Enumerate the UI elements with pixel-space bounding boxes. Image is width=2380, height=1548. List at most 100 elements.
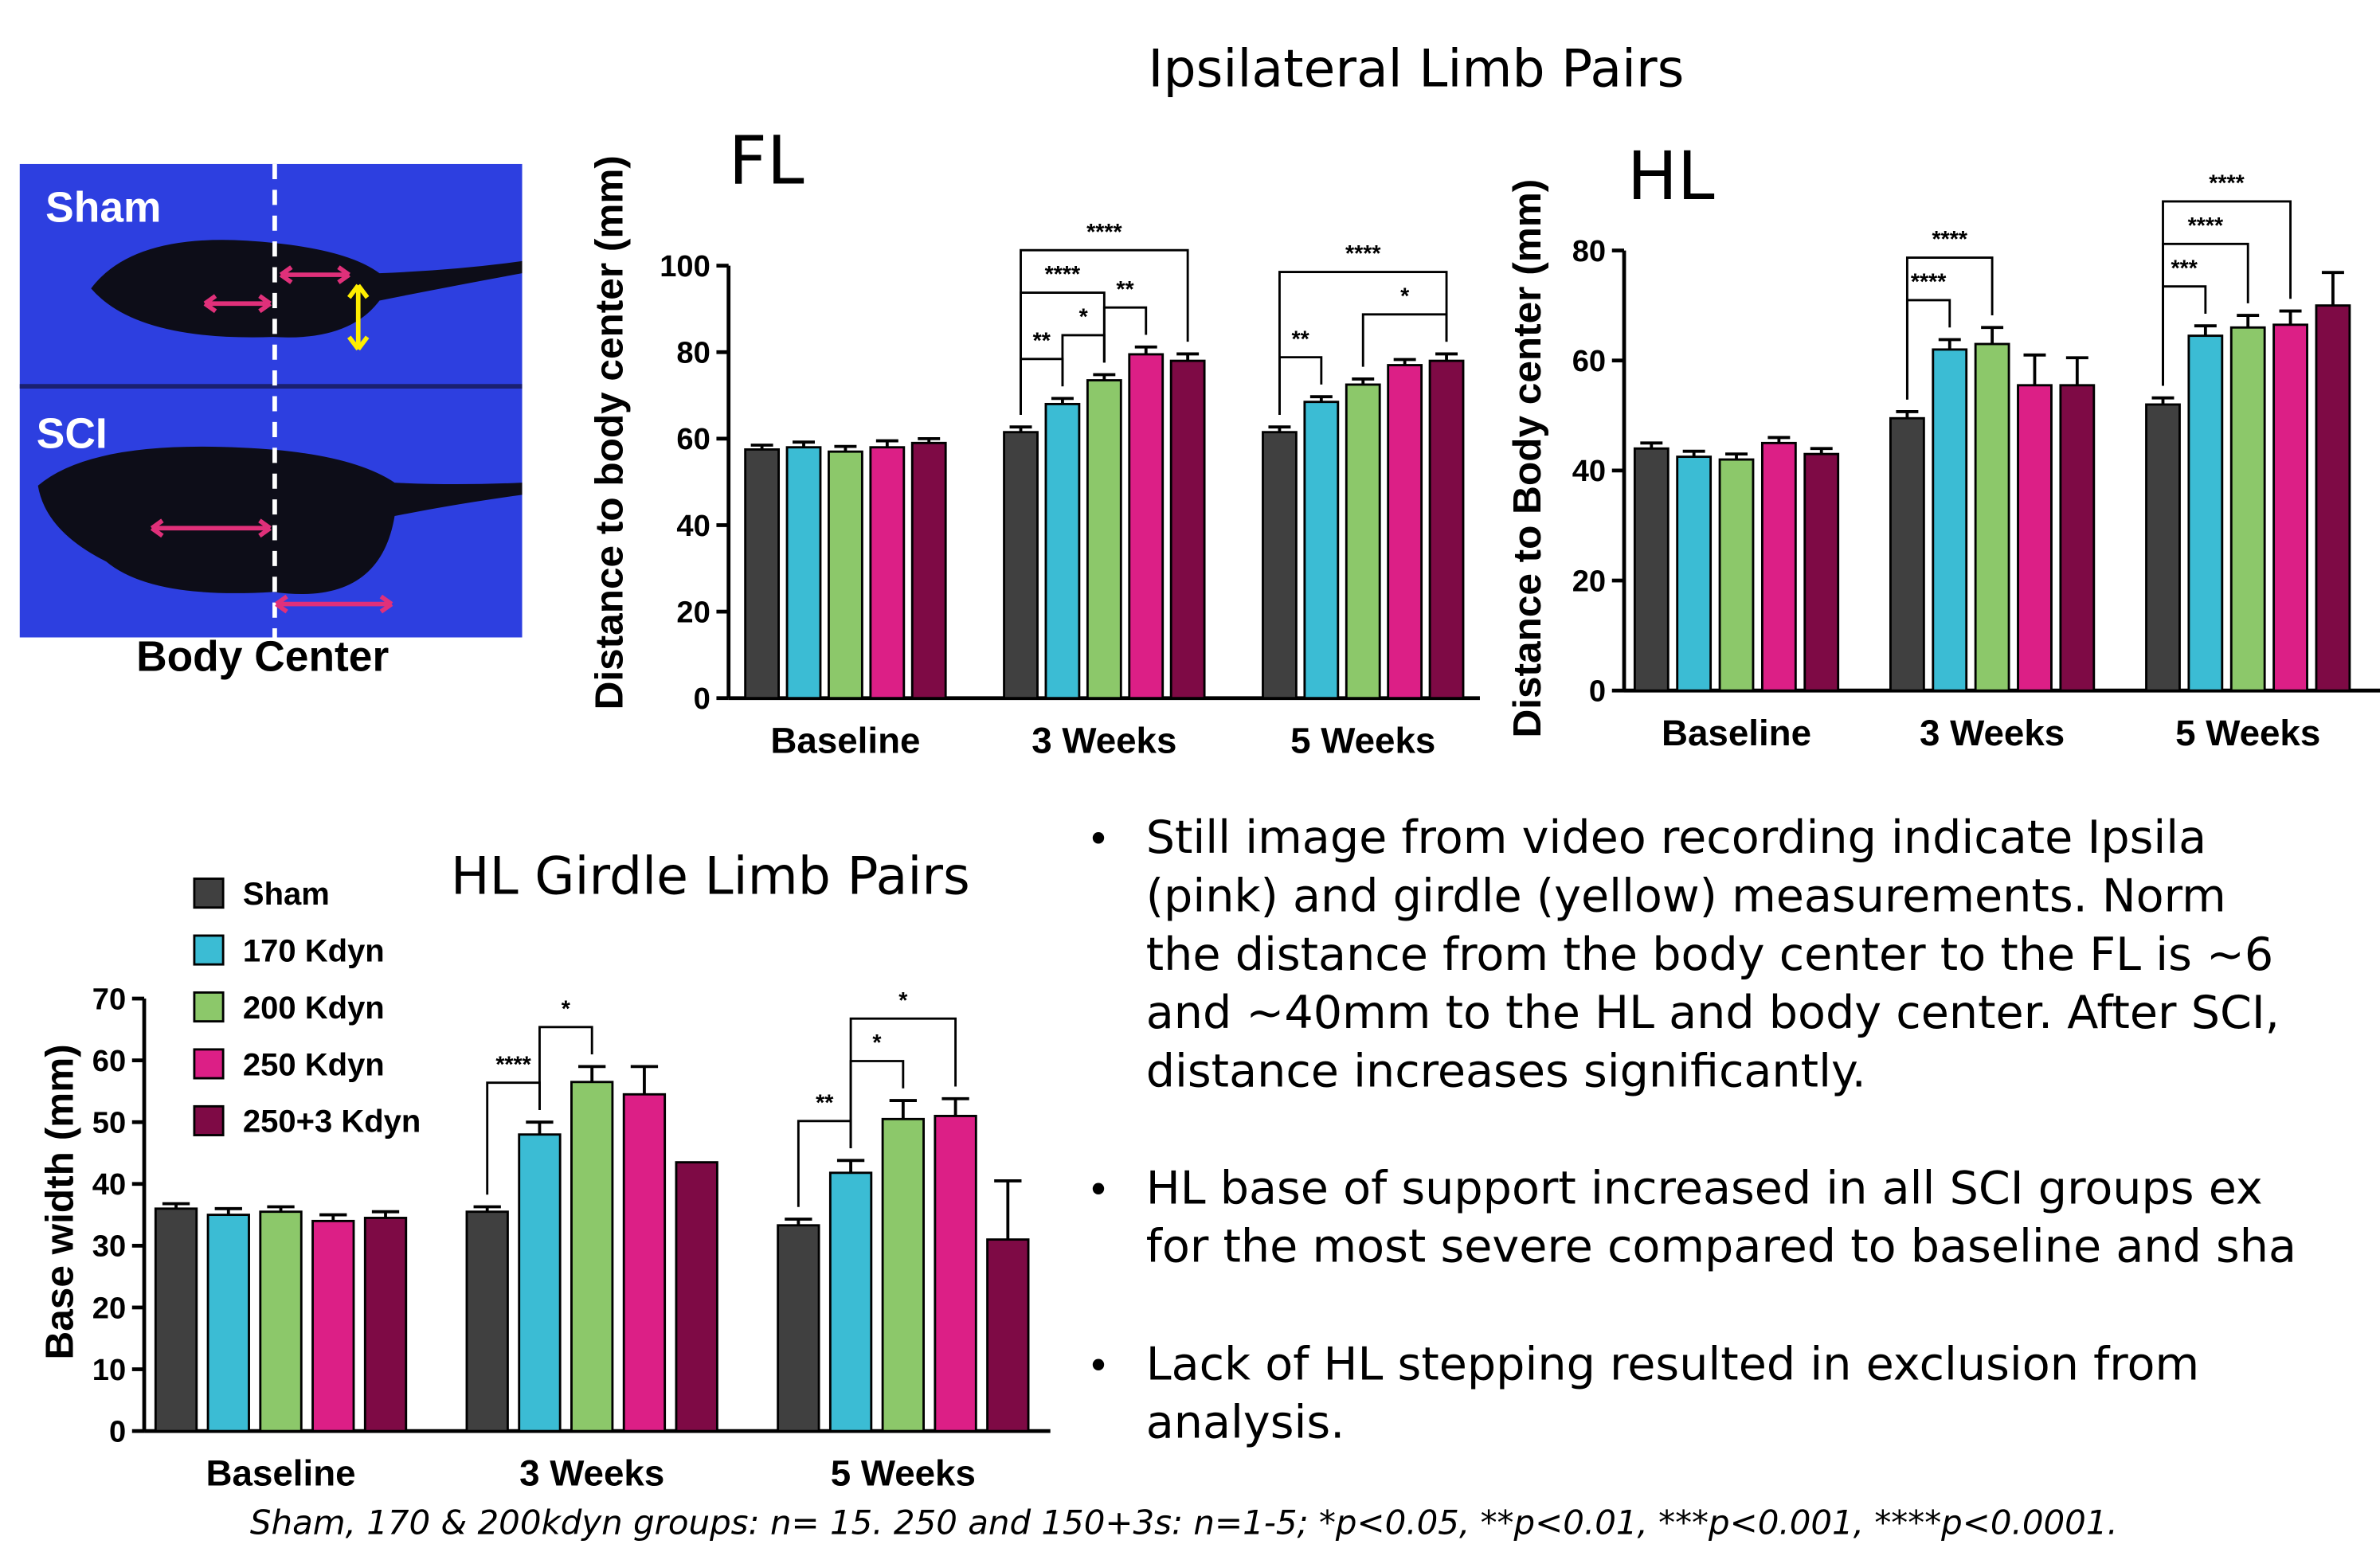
chart-title: HL xyxy=(1627,137,1715,215)
bullet-dot: • xyxy=(1086,1167,1110,1213)
y-axis-label: Base width (mm) xyxy=(37,1044,81,1359)
bar xyxy=(1975,344,2009,690)
significance-bracket xyxy=(1063,335,1104,386)
y-tick-label: 20 xyxy=(1572,565,1606,598)
photo-caption: Body Center xyxy=(136,633,389,680)
y-tick-label: 20 xyxy=(92,1292,126,1325)
bar xyxy=(828,452,862,698)
bar xyxy=(2274,325,2308,690)
bullet-text: (pink) and girdle (yellow) measurements.… xyxy=(1146,870,2226,922)
bar xyxy=(365,1218,405,1431)
error-bar xyxy=(1939,339,1961,349)
significance-label: **** xyxy=(1045,262,1081,287)
legend-label: 200 Kdyn xyxy=(243,991,385,1026)
error-bar xyxy=(2066,358,2088,385)
error-bar xyxy=(2023,355,2045,385)
error-bar xyxy=(526,1122,553,1135)
photo-label: SCI xyxy=(37,410,108,457)
error-bar xyxy=(2280,311,2302,325)
bar xyxy=(1388,366,1422,698)
x-tick-label: 3 Weeks xyxy=(1031,720,1176,760)
bar xyxy=(988,1240,1028,1432)
significance-label: ** xyxy=(816,1090,834,1116)
bullet-text: the distance from the body center to the… xyxy=(1146,928,2274,981)
x-tick-label: 5 Weeks xyxy=(831,1453,976,1494)
photo-divider xyxy=(20,384,523,389)
bar xyxy=(2061,385,2094,690)
y-tick-label: 40 xyxy=(92,1168,126,1202)
x-tick-label: Baseline xyxy=(1662,713,1811,753)
bar xyxy=(1305,402,1338,698)
bar xyxy=(208,1215,249,1432)
bar xyxy=(2231,327,2265,690)
photo: Sham SCI Body Center xyxy=(20,164,523,680)
bar xyxy=(1805,454,1838,690)
bullet-text: Still image from video recording indicat… xyxy=(1146,811,2206,864)
error-bar xyxy=(578,1066,605,1081)
legend-swatch xyxy=(194,1106,223,1135)
bar xyxy=(1720,459,1753,690)
significance-label: * xyxy=(562,996,571,1022)
bar xyxy=(1933,350,1967,690)
significance-label: *** xyxy=(2171,256,2198,281)
y-tick-label: 0 xyxy=(1589,675,1606,709)
y-axis-label: Distance to Body center (mm) xyxy=(1505,179,1549,738)
bar xyxy=(571,1082,612,1431)
footnote: Sham, 170 & 200kdyn groups: n= 15. 250 a… xyxy=(250,1503,2118,1542)
y-tick-label: 0 xyxy=(109,1415,126,1448)
bar xyxy=(624,1094,664,1431)
x-tick-label: 5 Weeks xyxy=(2175,713,2320,753)
significance-label: **** xyxy=(1911,270,1947,295)
bar xyxy=(830,1173,871,1431)
bullet-text: for the most severe compared to baseline… xyxy=(1146,1221,2296,1273)
significance-label: **** xyxy=(2209,171,2245,197)
y-tick-label: 60 xyxy=(676,423,710,456)
page: {"section_title": "Ipsilateral Limb Pair… xyxy=(0,0,2380,1548)
y-tick-label: 20 xyxy=(676,596,710,629)
bar xyxy=(1171,361,1204,698)
bar xyxy=(746,449,779,698)
bar xyxy=(2147,405,2180,690)
x-tick-label: 3 Weeks xyxy=(519,1453,664,1494)
bar xyxy=(1634,448,1668,690)
significance-label: **** xyxy=(1345,241,1381,267)
chart-title: FL xyxy=(729,122,804,200)
bar xyxy=(2316,306,2350,691)
slide: Sham SCI Body Center Ipsilateral Limb Pa… xyxy=(0,0,2380,1548)
bar xyxy=(1762,443,1795,690)
y-tick-label: 70 xyxy=(92,983,126,1016)
legend-swatch xyxy=(194,878,223,907)
error-bar xyxy=(2237,315,2259,327)
error-bar xyxy=(2194,326,2217,335)
bullet-dot: • xyxy=(1086,1343,1110,1389)
significance-bracket xyxy=(2163,201,2290,386)
significance-label: ** xyxy=(1292,326,1310,352)
y-tick-label: 60 xyxy=(92,1045,126,1078)
bar xyxy=(467,1212,507,1431)
significance-label: * xyxy=(1400,284,1410,310)
bar xyxy=(778,1226,819,1431)
significance-label: * xyxy=(872,1030,882,1056)
significance-label: **** xyxy=(2188,213,2224,239)
significance-label: **** xyxy=(1932,227,1968,252)
bar xyxy=(1430,361,1463,698)
bar xyxy=(260,1212,301,1431)
legend-label: Sham xyxy=(243,877,330,912)
significance-label: **** xyxy=(1086,220,1122,245)
bar xyxy=(1129,354,1163,698)
error-bar xyxy=(837,1160,864,1173)
bar xyxy=(935,1116,976,1431)
y-tick-label: 50 xyxy=(92,1107,126,1140)
bullet-text: analysis. xyxy=(1146,1397,1345,1449)
x-tick-label: Baseline xyxy=(770,720,920,760)
bar xyxy=(1890,418,1924,690)
bar xyxy=(1262,432,1296,698)
bar xyxy=(519,1135,560,1431)
significance-label: ** xyxy=(1116,277,1134,303)
legend-label: 250+3 Kdyn xyxy=(243,1104,421,1140)
bullet-dot: • xyxy=(1086,816,1110,862)
legend-swatch xyxy=(194,936,223,964)
error-bar xyxy=(941,1099,969,1116)
x-tick-label: 5 Weeks xyxy=(1290,720,1435,760)
y-tick-label: 30 xyxy=(92,1230,126,1264)
